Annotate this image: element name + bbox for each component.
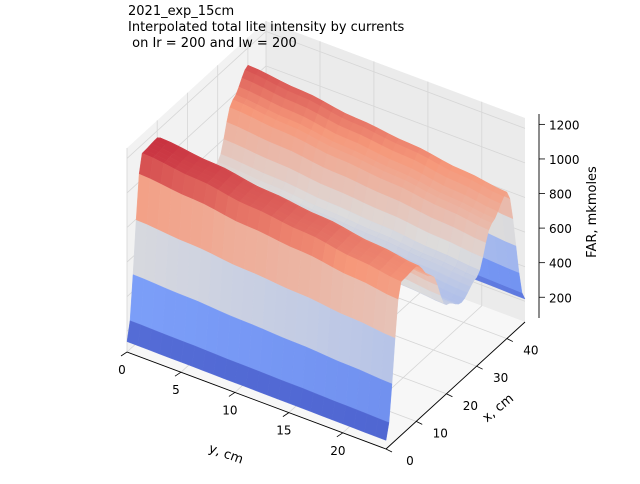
x-tick [385, 448, 393, 453]
x-tick [476, 365, 483, 370]
surface-mesh [126, 64, 526, 441]
y-tick [120, 351, 128, 357]
z-axis-label: FAR, mkmoles [585, 166, 600, 258]
x-tick [446, 393, 453, 398]
y-tick-label: 5 [172, 383, 180, 397]
z-tick-label: 200 [549, 291, 572, 305]
chart-title-line-2: Interpolated total lite intensity by cur… [128, 20, 405, 35]
x-tick-label: 40 [523, 344, 538, 358]
z-tick-label: 600 [549, 222, 572, 236]
x-tick [416, 421, 423, 425]
y-tick-label: 20 [330, 444, 345, 458]
x-axis-line [385, 321, 526, 450]
x-tick-label: 20 [463, 399, 478, 413]
y-tick-label: 10 [222, 403, 237, 417]
x-axis-label: x, cm [480, 391, 517, 425]
y-tick [228, 392, 236, 397]
y-axis-label: y, cm [206, 441, 245, 467]
y-tick [336, 432, 344, 438]
y-tick-label: 0 [118, 363, 126, 377]
x-tick-label: 10 [433, 426, 448, 440]
y-tick [282, 412, 290, 417]
x-tick [506, 338, 514, 342]
chart-title-line-3: on Ir = 200 and Iw = 200 [128, 36, 297, 51]
z-tick-label: 1000 [549, 153, 580, 167]
x-tick-label: 0 [406, 454, 414, 468]
z-tick-label: 1200 [549, 118, 580, 132]
x-tick-label: 30 [493, 371, 508, 385]
z-tick-label: 800 [549, 188, 572, 202]
z-tick-label: 400 [549, 257, 572, 271]
surface-patch [374, 418, 390, 441]
y-tick [174, 371, 182, 377]
grid-line [126, 30, 526, 159]
y-tick-label: 15 [276, 424, 291, 438]
chart-title-line-1: 2021_exp_15cm [128, 4, 235, 19]
